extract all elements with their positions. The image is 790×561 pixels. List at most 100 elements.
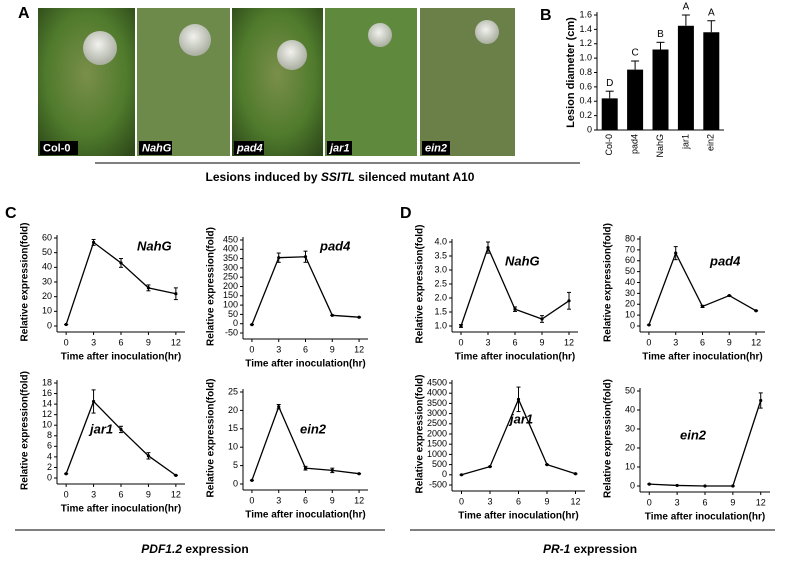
x-axis-title: Time after inoculation(hr) <box>61 504 181 515</box>
point <box>459 324 463 328</box>
bar <box>703 32 720 130</box>
y-tick-label: 0.6 <box>579 81 592 91</box>
y-tick-label: 0 <box>630 320 635 330</box>
photo-label: jar1 <box>328 142 350 154</box>
x-tick-label: 6 <box>303 495 308 505</box>
panel-label: D <box>400 205 412 222</box>
x-tick-label: 9 <box>544 496 549 506</box>
significance-letter: D <box>606 78 613 89</box>
y-tick-label: 80 <box>625 233 635 243</box>
y-tick-label: 50 <box>228 309 238 319</box>
y-tick-label: 400 <box>223 244 238 254</box>
y-tick-label: 300 <box>223 262 238 272</box>
y-tick-label: 10 <box>42 306 52 316</box>
y-tick-label: 2000 <box>427 428 447 438</box>
x-axis-title: Time after inoculation(hr) <box>245 359 365 370</box>
x-tick-label: 12 <box>564 337 574 347</box>
x-tick-label: 9 <box>730 497 735 507</box>
significance-letter: C <box>631 48 638 59</box>
point <box>146 286 151 290</box>
y-tick-label: 350 <box>223 253 238 263</box>
y-tick-label: 30 <box>42 276 52 286</box>
y-tick-label: 40 <box>625 404 635 414</box>
point <box>357 472 361 476</box>
y-tick-label: 200 <box>223 281 238 291</box>
y-axis-title: Relative expression(fold) <box>20 371 31 490</box>
y-tick-label: 20 <box>42 291 52 301</box>
y-axis-title: Relative expression(fold) <box>20 223 31 342</box>
y-tick-label: 3.0 <box>434 264 447 274</box>
x-tick-label: 3 <box>675 497 680 507</box>
agar-plug <box>368 23 392 47</box>
caption-text: expression <box>181 542 249 556</box>
significance-letter: B <box>657 29 664 40</box>
y-axis-title: Relative expression(fold) <box>206 227 217 346</box>
point <box>573 472 578 476</box>
point <box>513 307 517 311</box>
x-tick-label: 3 <box>276 495 281 505</box>
y-tick-label: 20 <box>625 442 635 452</box>
label-box <box>234 141 264 155</box>
x-tick-label: 3 <box>673 337 678 347</box>
y-tick-label: 150 <box>223 290 238 300</box>
point <box>64 322 68 327</box>
photo <box>420 8 515 156</box>
x-tick-label: 12 <box>354 344 364 354</box>
point <box>174 292 178 296</box>
y-tick-label: 8 <box>47 430 52 440</box>
gene-label: NahG <box>137 238 172 253</box>
panel-label: C <box>5 205 17 222</box>
x-tick-label: 12 <box>171 489 181 499</box>
y-tick-label: 30 <box>625 288 635 298</box>
x-axis-title: Time after inoculation(hr) <box>458 511 578 522</box>
y-tick-label: 0.2 <box>579 110 592 120</box>
caption: PDF1.2 expression <box>141 542 248 556</box>
photo-label: pad4 <box>236 142 263 154</box>
x-tick-label: 0 <box>459 496 464 506</box>
y-tick-label: 50 <box>625 385 635 395</box>
x-axis-title: Time after inoculation(hr) <box>645 512 765 523</box>
y-tick-label: 0 <box>442 469 447 479</box>
y-axis-title: Relative expression(fold) <box>603 223 614 342</box>
y-tick-label: 3.5 <box>434 250 447 260</box>
y-tick-label: 1500 <box>427 439 447 449</box>
point <box>540 317 544 321</box>
photo <box>38 8 135 156</box>
x-tick-label: 9 <box>330 344 335 354</box>
y-tick-label: 2.5 <box>434 278 447 288</box>
y-tick-label: 100 <box>223 299 238 309</box>
x-tick-label: jar1 <box>680 134 690 150</box>
x-tick-label: 9 <box>539 337 544 347</box>
agar-plug <box>83 31 117 65</box>
x-tick-label: 6 <box>118 489 123 499</box>
x-tick-label: Col-0 <box>604 134 614 156</box>
label-box <box>40 141 78 155</box>
caption-text: PR-1 <box>542 542 571 556</box>
point <box>567 299 571 303</box>
x-tick-label: 0 <box>249 495 254 505</box>
bar <box>601 98 618 130</box>
y-tick-label: 18 <box>42 377 52 387</box>
y-tick-label: 15 <box>228 423 238 433</box>
point <box>700 304 705 309</box>
x-tick-label: 9 <box>727 337 732 347</box>
y-tick-label: 25 <box>228 386 238 396</box>
point <box>146 454 151 458</box>
gene-label: jar1 <box>88 421 113 436</box>
caption-text: SSITL <box>320 170 355 184</box>
y-tick-label: 4500 <box>427 377 447 387</box>
y-tick-label: 10 <box>42 420 52 430</box>
y-tick-label: 450 <box>223 234 238 244</box>
point <box>545 463 549 467</box>
y-tick-label: 10 <box>625 310 635 320</box>
y-tick-label: 50 <box>42 247 52 257</box>
y-tick-label: 1000 <box>427 449 447 459</box>
point <box>91 399 96 404</box>
gene-label: jar1 <box>508 411 533 426</box>
point <box>64 472 68 476</box>
y-tick-label: 2 <box>47 462 52 472</box>
x-tick-label: 12 <box>570 496 580 506</box>
y-tick-label: 40 <box>625 277 635 287</box>
